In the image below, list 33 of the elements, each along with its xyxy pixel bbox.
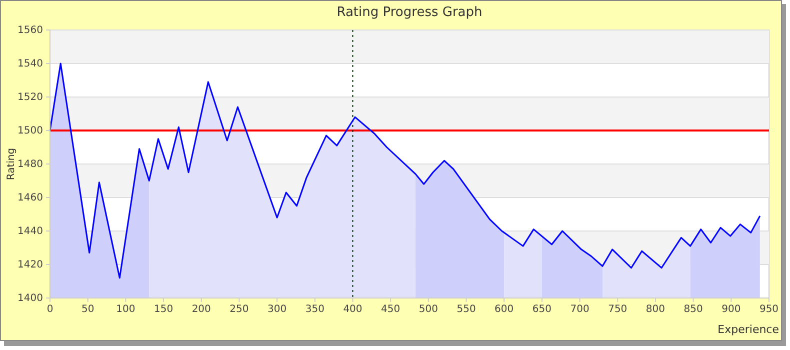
x-tick-label: 400 [343,304,362,316]
x-tick-label: 950 [759,304,779,316]
y-tick-label: 1400 [18,293,43,304]
x-tick-label: 750 [608,304,628,316]
x-tick-label: 300 [268,304,287,316]
y-axis-title: Rating [6,148,17,180]
y-tick-label: 1520 [18,92,43,104]
x-tick-label: 550 [456,304,476,316]
x-tick-label: 600 [494,304,514,316]
x-tick-label: 200 [192,304,211,316]
y-tick-label: 1540 [18,58,43,70]
y-tick-label: 1560 [18,25,43,36]
x-tick-label: 0 [46,304,54,316]
x-tick-label: 50 [81,304,94,316]
x-tick-label: 800 [646,304,666,316]
x-tick-label: 250 [230,304,249,316]
x-tick-label: 850 [684,304,703,316]
x-axis-title: Experience [718,323,780,336]
x-tick-label: 150 [154,304,174,316]
x-tick-label: 650 [532,304,552,316]
y-tick-label: 1500 [18,126,43,137]
x-tick-label: 100 [116,304,136,316]
x-tick-label: 700 [570,304,590,316]
y-tick-label: 1480 [18,159,43,170]
x-tick-label: 450 [381,304,400,316]
x-tick-label: 500 [418,304,438,316]
y-tick-label: 1420 [18,260,43,271]
y-tick-label: 1440 [18,226,43,238]
line-series [49,62,761,279]
y-tick-label: 1460 [18,192,43,204]
chart-title: Rating Progress Graph [336,5,482,20]
x-tick-label: 900 [722,304,741,316]
x-tick-label: 350 [305,304,324,316]
